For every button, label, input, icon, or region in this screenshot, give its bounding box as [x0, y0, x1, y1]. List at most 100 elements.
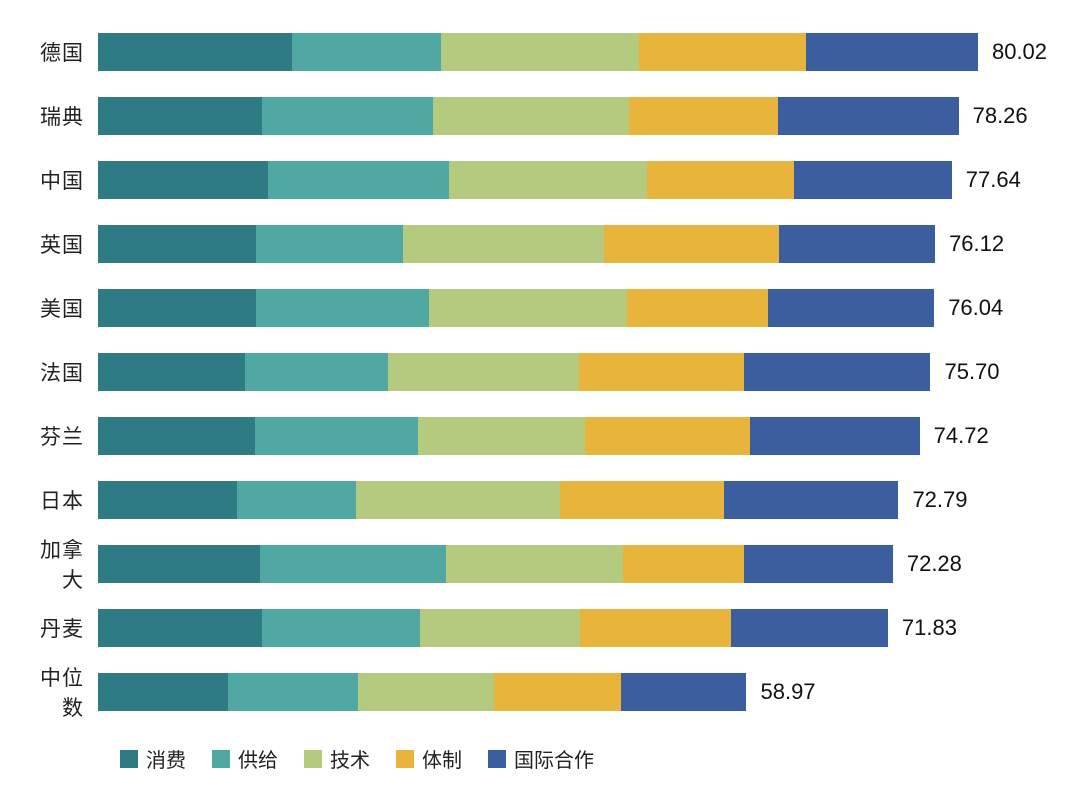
legend-swatch — [304, 750, 322, 768]
stacked-bar — [98, 97, 959, 135]
row-label: 英国 — [20, 229, 98, 259]
legend-label: 体制 — [422, 744, 462, 773]
bar-segment-s4 — [585, 417, 750, 455]
bar-segment-s2 — [260, 545, 446, 583]
stacked-bar — [98, 353, 930, 391]
bar-segment-s5 — [744, 353, 931, 391]
legend-swatch — [396, 750, 414, 768]
bar-segment-s3 — [449, 161, 647, 199]
row-label: 加拿大 — [20, 534, 98, 594]
bar-segment-s4 — [627, 289, 768, 327]
bar-segment-s2 — [268, 161, 448, 199]
chart-row: 美国 76.04 — [20, 276, 1050, 340]
row-total: 78.26 — [973, 103, 1028, 129]
row-total: 80.02 — [992, 39, 1047, 65]
bar-segment-s1 — [98, 417, 255, 455]
bar-segment-s1 — [98, 225, 256, 263]
row-total: 76.04 — [948, 295, 1003, 321]
bar-segment-s1 — [98, 161, 268, 199]
bar-segment-s5 — [779, 225, 935, 263]
bar-segment-s1 — [98, 481, 237, 519]
bar-segment-s5 — [750, 417, 920, 455]
row-total: 76.12 — [949, 231, 1004, 257]
stacked-bar-chart: 德国 80.02 瑞典78.26中国77.64 英国 76.12 美国 76.04 法国75.… — [20, 20, 1050, 724]
bar-segment-s2 — [262, 609, 420, 647]
stacked-bar — [98, 417, 920, 455]
bar-segment-s3 — [418, 417, 585, 455]
legend-item: 体制 — [396, 744, 462, 773]
bar-segment-s1 — [98, 97, 262, 135]
bar-segment-s5 — [731, 609, 887, 647]
bar-segment-s1 — [98, 33, 292, 71]
chart-row: 瑞典78.26 — [20, 84, 1050, 148]
chart-legend: 消费 供给技术 体制 国际合作 — [20, 724, 1050, 773]
bar-segment-s1 — [98, 609, 262, 647]
legend-label: 供给 — [238, 744, 278, 773]
bar-area: 74.72 — [98, 416, 1050, 456]
row-label: 日本 — [20, 485, 98, 515]
row-total: 74.72 — [934, 423, 989, 449]
stacked-bar — [98, 609, 888, 647]
bar-segment-s4 — [639, 33, 806, 71]
chart-row: 德国 80.02 — [20, 20, 1050, 84]
chart-row: 芬兰 74.72 — [20, 404, 1050, 468]
bar-segment-s2 — [228, 673, 358, 711]
legend-item: 消费 — [120, 744, 186, 773]
row-total: 75.70 — [944, 359, 999, 385]
row-label: 芬兰 — [20, 421, 98, 451]
bar-segment-s3 — [433, 97, 629, 135]
row-total: 71.83 — [902, 615, 957, 641]
legend-swatch — [212, 750, 230, 768]
bar-segment-s5 — [744, 545, 893, 583]
bar-segment-s2 — [262, 97, 434, 135]
chart-row: 中国77.64 — [20, 148, 1050, 212]
bar-segment-s3 — [403, 225, 604, 263]
bar-area: 75.70 — [98, 352, 1050, 392]
bar-segment-s3 — [446, 545, 623, 583]
bar-segment-s4 — [629, 97, 777, 135]
bar-area: 77.64 — [98, 160, 1050, 200]
chart-row: 法国75.70 — [20, 340, 1050, 404]
row-total: 72.28 — [907, 551, 962, 577]
stacked-bar — [98, 225, 935, 263]
chart-row: 英国 76.12 — [20, 212, 1050, 276]
bar-segment-s5 — [806, 33, 978, 71]
bar-segment-s2 — [245, 353, 388, 391]
row-total: 58.97 — [760, 679, 815, 705]
bar-area: 76.12 — [98, 224, 1050, 264]
bar-segment-s5 — [794, 161, 952, 199]
bar-area: 72.79 — [98, 480, 1050, 520]
chart-row: 丹麦 71.83 — [20, 596, 1050, 660]
stacked-bar — [98, 481, 898, 519]
bar-segment-s5 — [621, 673, 746, 711]
legend-label: 消费 — [146, 744, 186, 773]
row-label: 美国 — [20, 293, 98, 323]
stacked-bar — [98, 33, 978, 71]
bar-segment-s3 — [429, 289, 627, 327]
bar-segment-s4 — [580, 609, 732, 647]
chart-row: 加拿大 72.28 — [20, 532, 1050, 596]
stacked-bar — [98, 161, 952, 199]
legend-item: 供给 — [212, 744, 278, 773]
bar-segment-s2 — [256, 225, 402, 263]
legend-swatch — [120, 750, 138, 768]
bar-segment-s2 — [292, 33, 442, 71]
row-label: 中位数 — [20, 662, 98, 722]
bar-segment-s4 — [579, 353, 744, 391]
bar-segment-s4 — [494, 673, 622, 711]
bar-segment-s2 — [256, 289, 429, 327]
bar-area: 80.02 — [98, 32, 1050, 72]
row-label: 德国 — [20, 37, 98, 67]
bar-area: 58.97 — [98, 672, 1050, 712]
chart-row: 日本 72.79 — [20, 468, 1050, 532]
legend-label: 国际合作 — [514, 744, 594, 773]
row-total: 72.79 — [912, 487, 967, 513]
bar-area: 78.26 — [98, 96, 1050, 136]
bar-segment-s1 — [98, 673, 228, 711]
bar-segment-s2 — [237, 481, 357, 519]
legend-item: 技术 — [304, 744, 370, 773]
bar-segment-s3 — [420, 609, 579, 647]
row-label: 丹麦 — [20, 613, 98, 643]
bar-segment-s5 — [724, 481, 899, 519]
bar-segment-s4 — [647, 161, 794, 199]
